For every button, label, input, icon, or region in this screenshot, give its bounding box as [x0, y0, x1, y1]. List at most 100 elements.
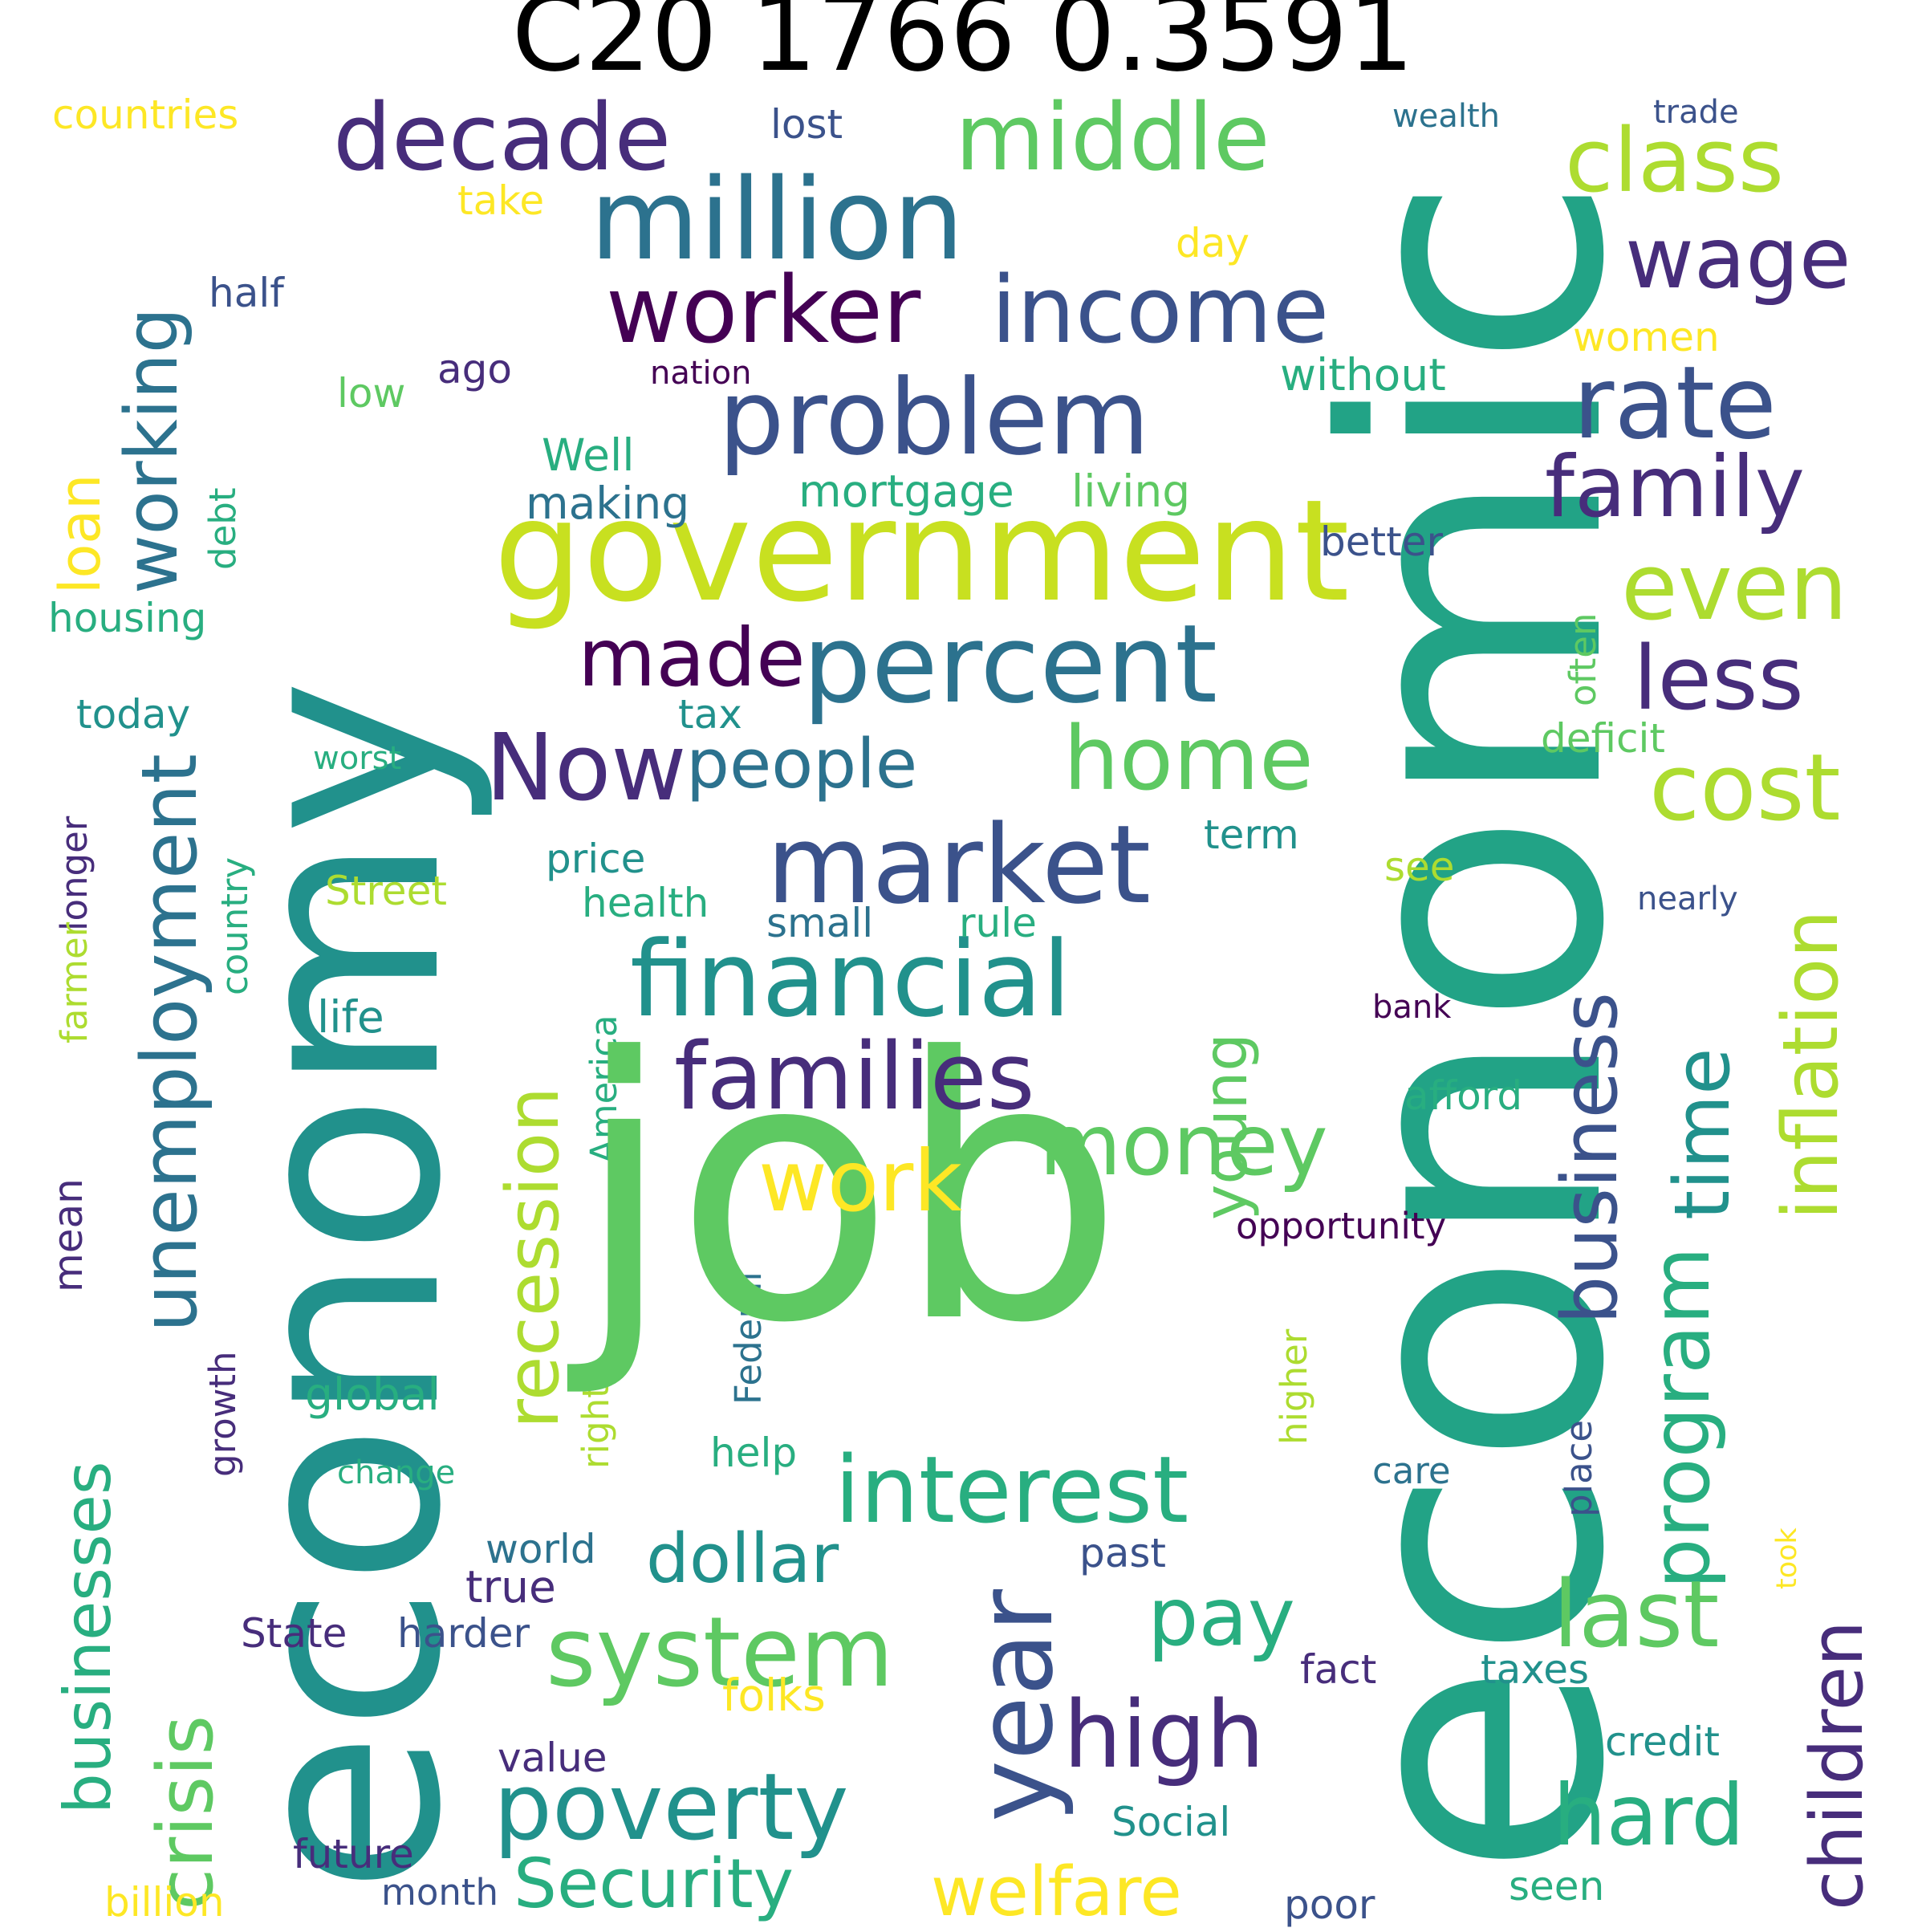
word: debt — [201, 487, 244, 570]
word: welfare — [931, 1853, 1182, 1932]
word: taxes — [1481, 1646, 1590, 1693]
word: mean — [45, 1178, 91, 1292]
word: businesses — [51, 1461, 125, 1814]
word: true — [465, 1561, 556, 1613]
word: dollar — [646, 1519, 839, 1599]
word: decade — [333, 84, 672, 192]
word: financial — [630, 918, 1071, 1040]
word: money — [1039, 1096, 1328, 1194]
word: Well — [542, 429, 635, 481]
word: wealth — [1392, 98, 1500, 135]
word: last — [1553, 1561, 1720, 1669]
word: Security — [514, 1845, 794, 1924]
word: life — [317, 991, 384, 1043]
word: pay — [1148, 1570, 1295, 1664]
word: making — [526, 478, 690, 529]
word: interest — [835, 1437, 1189, 1544]
word: rate — [1573, 345, 1777, 462]
word: poverty — [494, 1754, 849, 1861]
word: time — [1659, 1047, 1747, 1220]
word: children — [1795, 1620, 1879, 1910]
word: farmer — [53, 921, 95, 1043]
word: program — [1634, 1247, 1728, 1589]
word: home — [1063, 707, 1314, 810]
word: took — [1771, 1527, 1803, 1589]
word: year — [954, 1588, 1076, 1822]
word: value — [498, 1735, 607, 1781]
word: State — [241, 1610, 347, 1657]
word: rule — [959, 900, 1037, 946]
word: income — [991, 257, 1330, 364]
word: longer — [53, 816, 95, 931]
word: country — [213, 856, 256, 995]
word: higher — [1273, 1328, 1315, 1445]
word: work — [758, 1133, 963, 1230]
word: hard — [1553, 1767, 1745, 1865]
word: take — [457, 177, 545, 224]
word: less — [1633, 627, 1804, 730]
word: ago — [437, 346, 512, 393]
word: living — [1071, 466, 1191, 517]
word: wage — [1625, 209, 1851, 307]
word: middle — [955, 84, 1270, 192]
cloud-title: C20 1766 0.3591 — [511, 0, 1415, 95]
word: health — [582, 880, 709, 926]
word: global — [305, 1369, 440, 1420]
word: deficit — [1541, 715, 1665, 762]
word: credit — [1605, 1718, 1720, 1765]
word: afford — [1404, 1072, 1523, 1119]
word: recession — [491, 1086, 575, 1429]
word: help — [710, 1430, 798, 1476]
word: countries — [52, 92, 239, 138]
word: working — [110, 307, 194, 594]
word: day — [1176, 220, 1249, 266]
word: system — [546, 1597, 894, 1709]
word: worst — [313, 740, 402, 777]
word: often — [1562, 612, 1604, 706]
word: place — [1558, 1419, 1600, 1517]
word: Now — [486, 714, 687, 822]
word: million — [590, 155, 965, 286]
word: today — [76, 691, 191, 738]
word: low — [337, 370, 406, 417]
word: loan — [47, 474, 113, 594]
word: billion — [104, 1879, 225, 1926]
word: women — [1573, 314, 1720, 360]
word: even — [1621, 534, 1848, 641]
word: family — [1545, 438, 1806, 536]
word: price — [546, 836, 646, 882]
word: job — [574, 982, 1124, 1402]
word: seen — [1509, 1863, 1605, 1910]
word: Social — [1111, 1799, 1231, 1845]
word: half — [209, 270, 284, 316]
word: high — [1063, 1682, 1265, 1789]
word: percent — [802, 601, 1218, 727]
word: housing — [48, 595, 207, 641]
word: business — [1546, 991, 1635, 1324]
word: folks — [722, 1670, 826, 1721]
word: inflation — [1767, 909, 1855, 1220]
word: unemployment — [126, 754, 214, 1332]
word: fact — [1300, 1646, 1377, 1693]
word: government — [494, 470, 1350, 633]
word: problem — [718, 356, 1150, 478]
word: change — [337, 1454, 456, 1491]
word: nation — [650, 355, 752, 392]
word: worker — [606, 257, 921, 364]
word: mortgage — [798, 466, 1014, 517]
word: bank — [1372, 989, 1452, 1026]
word: without — [1280, 349, 1446, 401]
word: trade — [1653, 94, 1739, 131]
word: poor — [1284, 1881, 1375, 1928]
word: market — [766, 802, 1152, 928]
word: cost — [1649, 734, 1841, 842]
word: lost — [770, 101, 843, 148]
word: opportunity — [1236, 1205, 1447, 1247]
word: care — [1372, 1450, 1451, 1492]
word: past — [1079, 1530, 1167, 1576]
word: growth — [201, 1351, 244, 1477]
word: small — [766, 900, 874, 946]
word: nearly — [1637, 881, 1738, 917]
word: families — [674, 1023, 1035, 1131]
